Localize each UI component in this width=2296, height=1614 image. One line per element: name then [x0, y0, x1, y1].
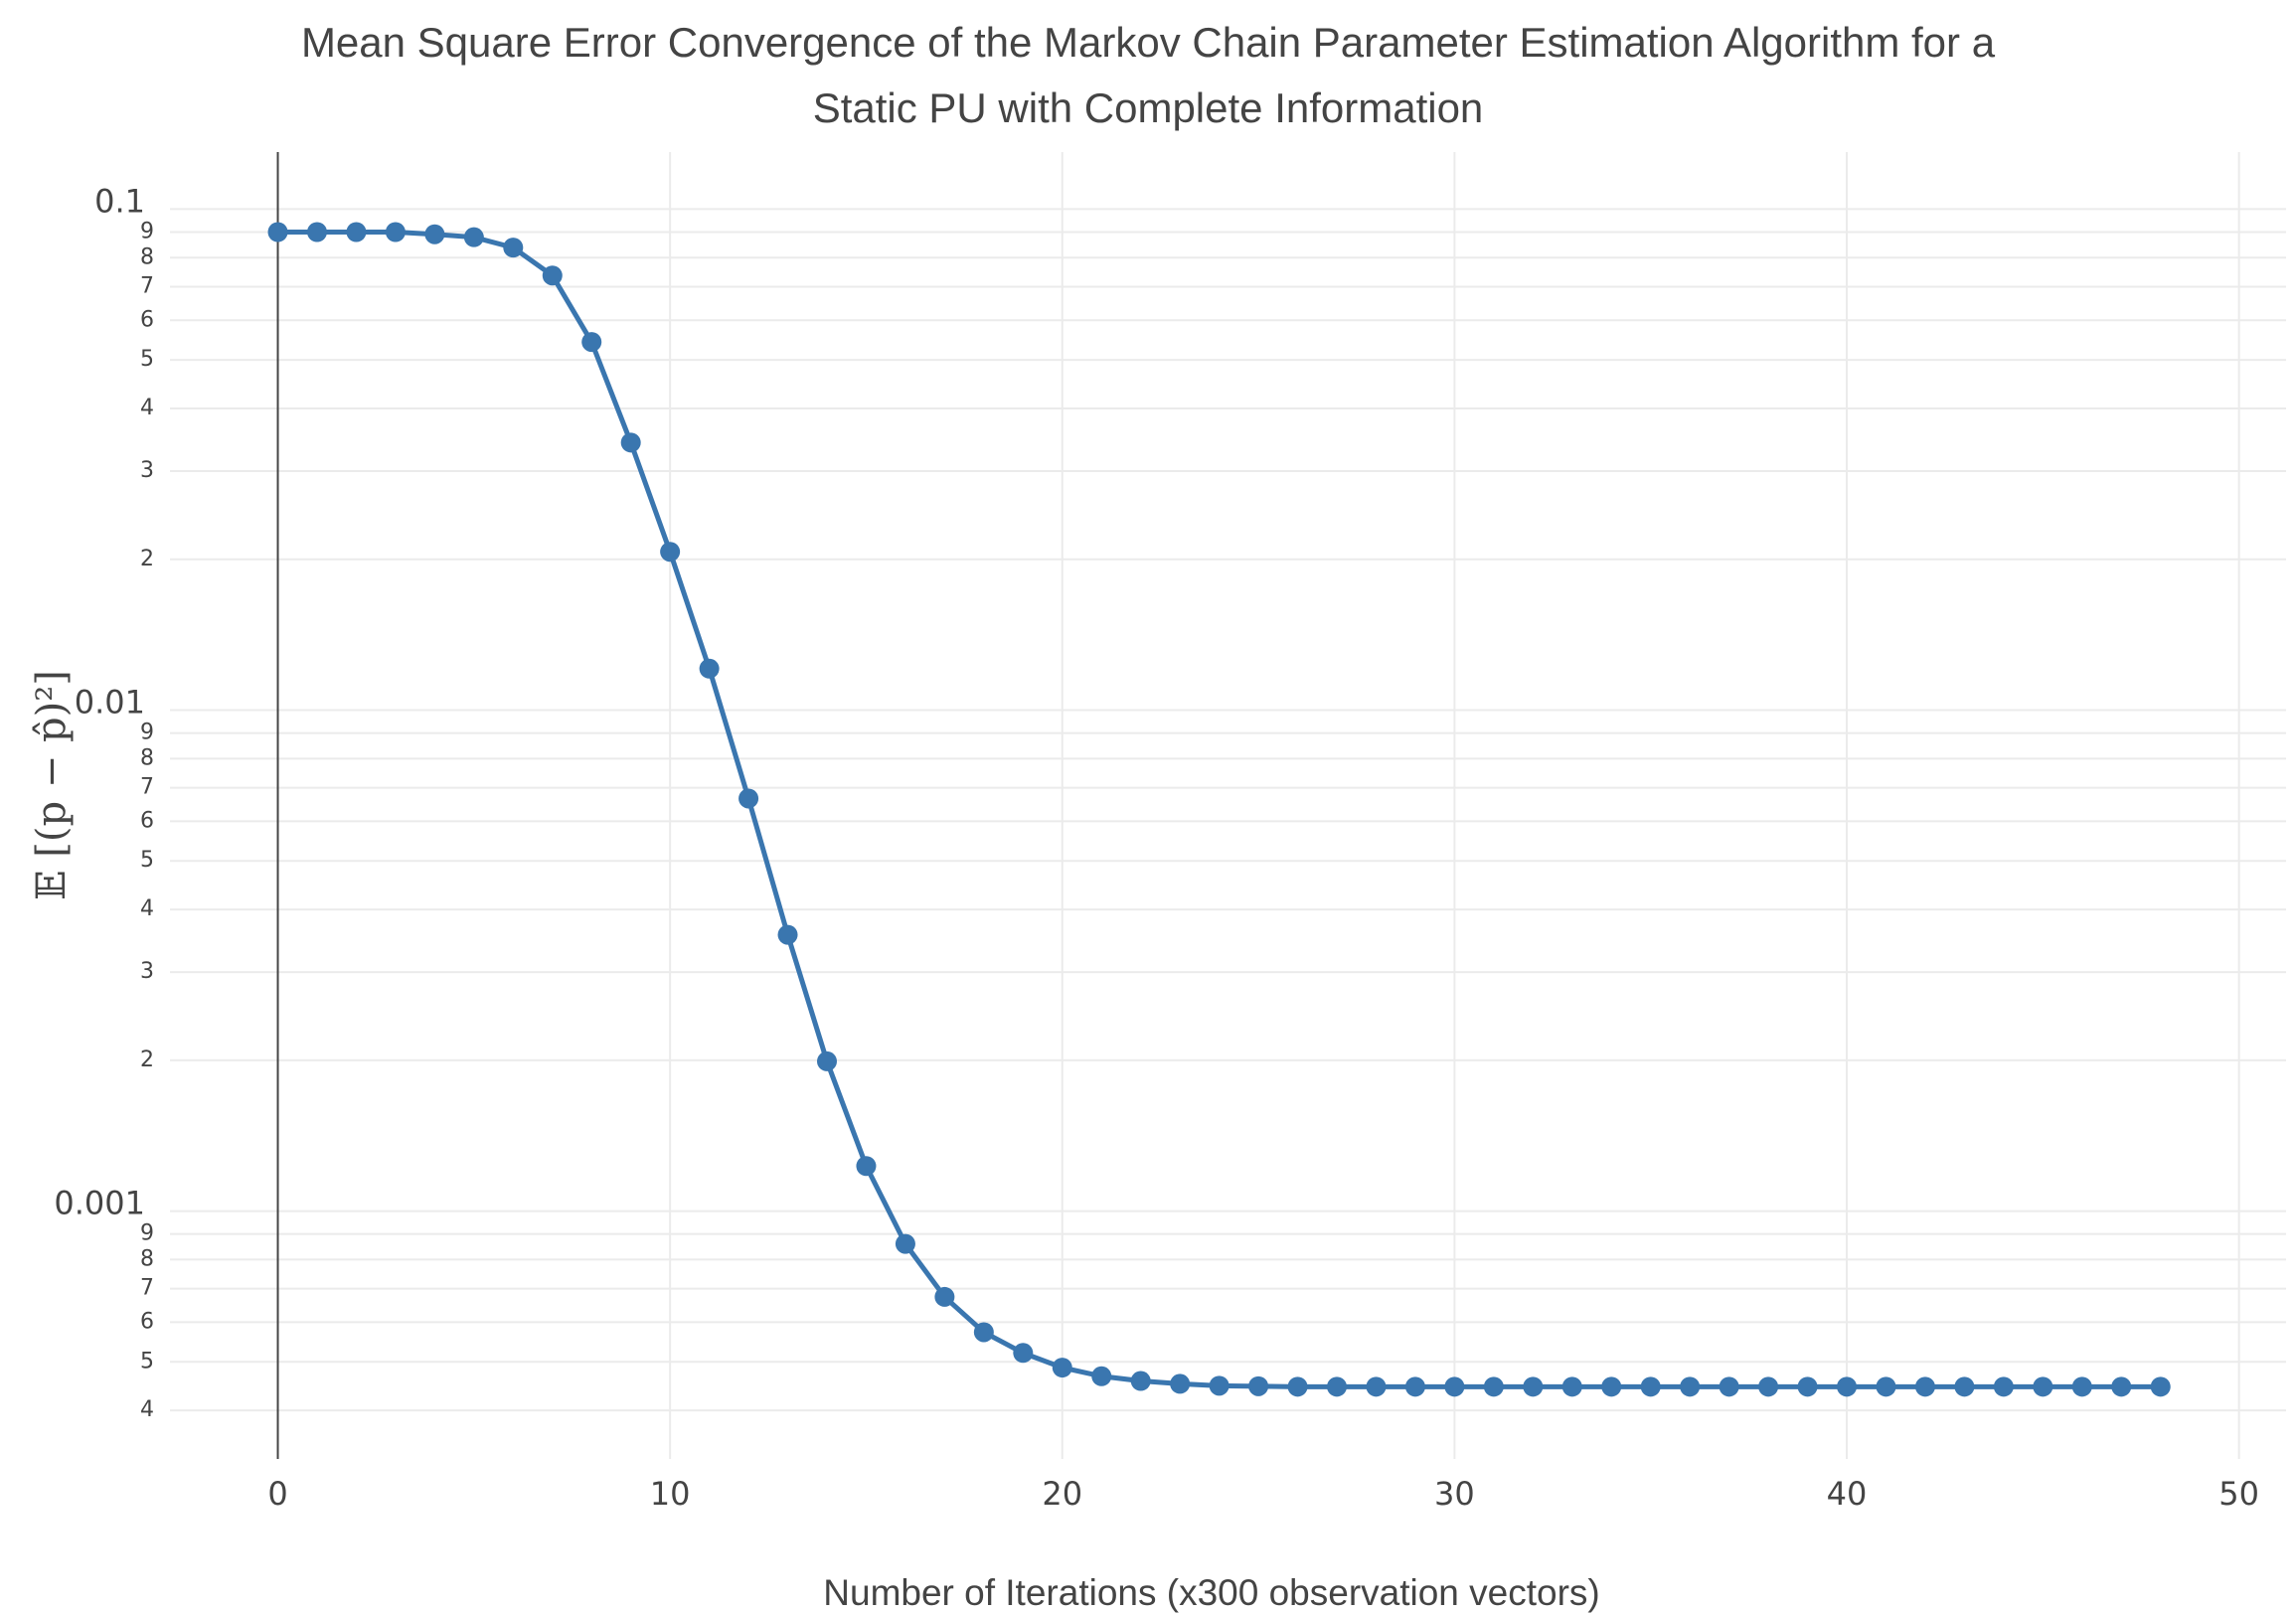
marker [1287, 1376, 1308, 1397]
y-tick-label: 4 [140, 1397, 154, 1422]
y-tick-label: 0.1 [94, 182, 145, 220]
y-tick-label: 3 [140, 959, 154, 984]
marker [385, 222, 406, 242]
marker [1013, 1343, 1034, 1364]
marker [660, 542, 681, 563]
y-tick-label: 8 [140, 1246, 154, 1271]
y-tick-label: 7 [140, 775, 154, 800]
y-tick-label: 6 [140, 1309, 154, 1334]
marker [503, 238, 524, 258]
marker [2071, 1376, 2092, 1397]
marker [2033, 1376, 2053, 1397]
y-tick-label: 2 [140, 1048, 154, 1072]
marker [1091, 1366, 1112, 1386]
marker [934, 1286, 955, 1307]
y-tick-label: 0.01 [75, 683, 145, 721]
marker [1797, 1376, 1818, 1397]
marker [267, 222, 288, 242]
marker [1248, 1375, 1269, 1396]
y-tick-label: 5 [140, 1349, 154, 1373]
y-tick-label: 0.001 [54, 1185, 145, 1222]
marker [346, 222, 367, 242]
y-tick-label: 4 [140, 396, 154, 420]
marker [1914, 1376, 1935, 1397]
marker [2111, 1376, 2132, 1397]
marker [1680, 1376, 1701, 1397]
marker [1444, 1376, 1465, 1397]
marker [895, 1233, 915, 1254]
y-tick-label: 4 [140, 896, 154, 921]
x-tick-label: 20 [1042, 1475, 1082, 1513]
marker [581, 332, 602, 353]
x-tick-label: 10 [650, 1475, 691, 1513]
marker [1327, 1376, 1348, 1397]
marker [306, 222, 327, 242]
x-tick-label: 50 [2218, 1475, 2259, 1513]
y-tick-label: 6 [140, 808, 154, 833]
y-tick-label: 5 [140, 347, 154, 372]
marker [463, 227, 484, 247]
marker [1052, 1358, 1072, 1378]
marker [1837, 1376, 1858, 1397]
marker [1209, 1375, 1230, 1396]
y-tick-label: 9 [140, 721, 154, 745]
y-tick-label: 9 [140, 1221, 154, 1246]
marker [973, 1322, 994, 1343]
x-tick-label: 0 [267, 1475, 287, 1513]
marker [1640, 1376, 1661, 1397]
marker [1719, 1376, 1739, 1397]
x-tick-label: 30 [1434, 1475, 1475, 1513]
x-axis-title: Number of Iterations (x300 observation v… [823, 1572, 1599, 1613]
marker [816, 1050, 837, 1071]
marker [1601, 1376, 1622, 1397]
y-tick-label: 2 [140, 547, 154, 571]
marker [1954, 1376, 1975, 1397]
marker [1483, 1376, 1504, 1397]
marker [699, 658, 720, 679]
y-tick-label: 6 [140, 307, 154, 332]
marker [1404, 1376, 1425, 1397]
y-tick-label: 7 [140, 1276, 154, 1301]
marker [424, 224, 445, 244]
marker [1993, 1376, 2014, 1397]
marker [1523, 1376, 1544, 1397]
chart-title: Mean Square Error Convergence of the Mar… [300, 19, 1996, 131]
marker [2150, 1376, 2171, 1397]
y-tick-label: 8 [140, 745, 154, 770]
marker [1758, 1376, 1779, 1397]
y-tick-label: 8 [140, 244, 154, 269]
marker [856, 1156, 877, 1177]
y-axis-title: 𝔼 [(p − p̂)²] [29, 670, 75, 900]
marker [1561, 1376, 1582, 1397]
marker [738, 788, 759, 809]
y-tick-label: 7 [140, 274, 154, 299]
marker [777, 924, 798, 945]
marker [620, 432, 641, 453]
y-tick-label: 9 [140, 219, 154, 243]
marker [1170, 1373, 1191, 1394]
marker [1130, 1371, 1151, 1391]
marker [542, 265, 563, 286]
marker [1366, 1376, 1387, 1397]
marker [1876, 1376, 1896, 1397]
x-tick-label: 40 [1827, 1475, 1868, 1513]
y-tick-label: 5 [140, 848, 154, 873]
line [277, 230, 2161, 1389]
y-tick-label: 3 [140, 458, 154, 483]
